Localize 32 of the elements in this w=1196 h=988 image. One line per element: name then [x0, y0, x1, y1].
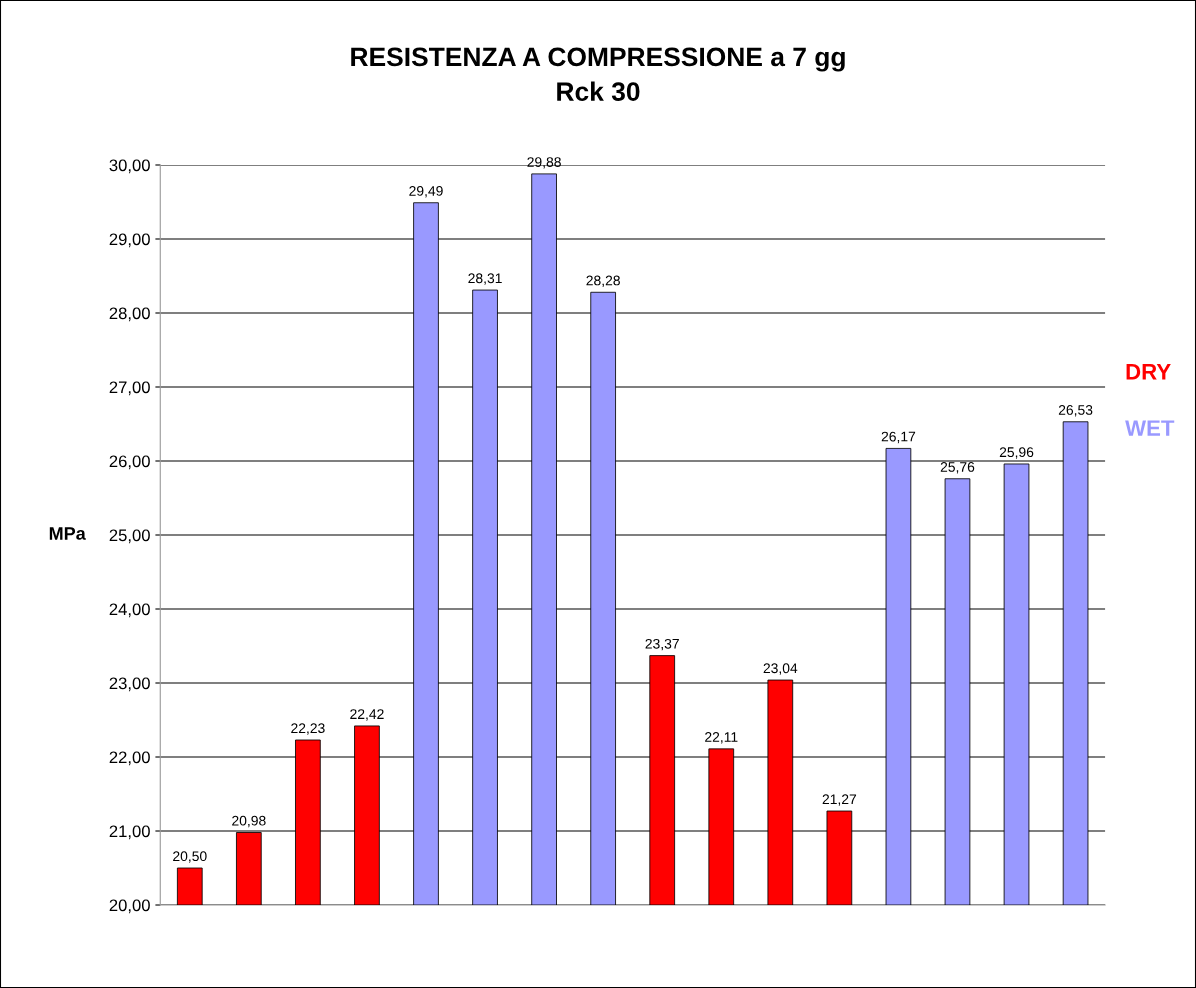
data-label: 28,28 [586, 275, 620, 288]
data-label: 23,04 [763, 663, 798, 675]
y-tick-label: 30,00 [109, 159, 150, 174]
data-label: 25,76 [940, 462, 975, 474]
data-label: 28,31 [468, 273, 502, 285]
y-tick-label: 24,00 [109, 603, 150, 618]
data-label: 26,17 [881, 431, 916, 444]
data-label: 22,23 [291, 723, 325, 735]
y-tick-label: 21,00 [109, 825, 150, 840]
y-tick-label: 20,00 [109, 899, 150, 914]
y-tick-label: 23,00 [109, 677, 150, 692]
chart-subtitle: Rck 30 [557, 81, 640, 101]
data-label: 26,53 [1058, 405, 1093, 417]
data-label: 21,27 [822, 794, 857, 806]
y-tick-label: 25,00 [109, 529, 150, 544]
series-label: WET [1125, 420, 1175, 436]
y-tick-label: 29,00 [109, 233, 150, 248]
data-label: 29,49 [409, 185, 443, 198]
y-tick-label: 22,00 [109, 751, 150, 766]
y-tick-label: 27,00 [109, 381, 150, 396]
data-label: 22,42 [350, 709, 384, 721]
chart-title: RESISTENZA A COMPRESSIONE a 7 gg [351, 47, 845, 72]
text: DRY [1126, 364, 1171, 380]
data-label: 20,98 [232, 815, 266, 828]
data-label: 23,37 [645, 638, 679, 651]
data-label: 20,50 [173, 851, 207, 863]
y-tick-label: 28,00 [109, 307, 150, 322]
data-label: 29,88 [527, 157, 561, 169]
data-label: 22,11 [705, 732, 738, 744]
data-label: 25,96 [999, 447, 1034, 459]
y-tick-label: 26,00 [109, 455, 150, 470]
y-axis-title: MPa [49, 527, 86, 540]
